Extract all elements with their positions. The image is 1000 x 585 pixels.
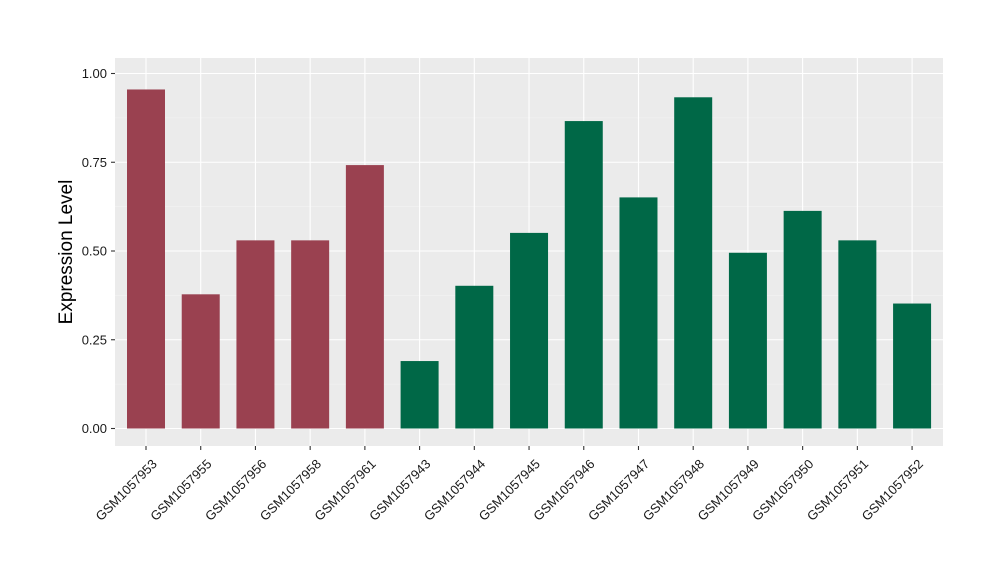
- bar-GSM1057952: [893, 303, 932, 429]
- bar-GSM1057945: [510, 232, 549, 429]
- bar-GSM1057956: [236, 240, 275, 429]
- y-tick-label: 0.00: [82, 421, 107, 436]
- bar-GSM1057951: [838, 240, 877, 429]
- y-axis-title: Expression Level: [56, 180, 77, 325]
- bar-GSM1057948: [674, 97, 713, 429]
- y-tick-label: 0.25: [82, 332, 107, 347]
- x-axis: GSM1057953GSM1057955GSM1057956GSM1057958…: [93, 446, 926, 524]
- y-tick-label: 0.50: [82, 244, 107, 259]
- bar-GSM1057961: [345, 165, 384, 429]
- y-tick-label: 1.00: [82, 66, 107, 81]
- bar-GSM1057955: [181, 294, 220, 429]
- bars: [127, 89, 932, 429]
- bar-GSM1057944: [455, 285, 494, 429]
- y-axis: 0.00 0.25 0.50 0.75 1.00: [82, 66, 115, 436]
- bar-GSM1057958: [291, 240, 330, 429]
- bar-GSM1057943: [400, 361, 439, 429]
- bar-GSM1057947: [619, 197, 658, 429]
- bar-GSM1057949: [728, 252, 767, 429]
- bar-GSM1057950: [783, 210, 822, 429]
- bar-GSM1057946: [564, 121, 603, 429]
- y-tick-label: 0.75: [82, 155, 107, 170]
- bar-GSM1057953: [127, 89, 165, 429]
